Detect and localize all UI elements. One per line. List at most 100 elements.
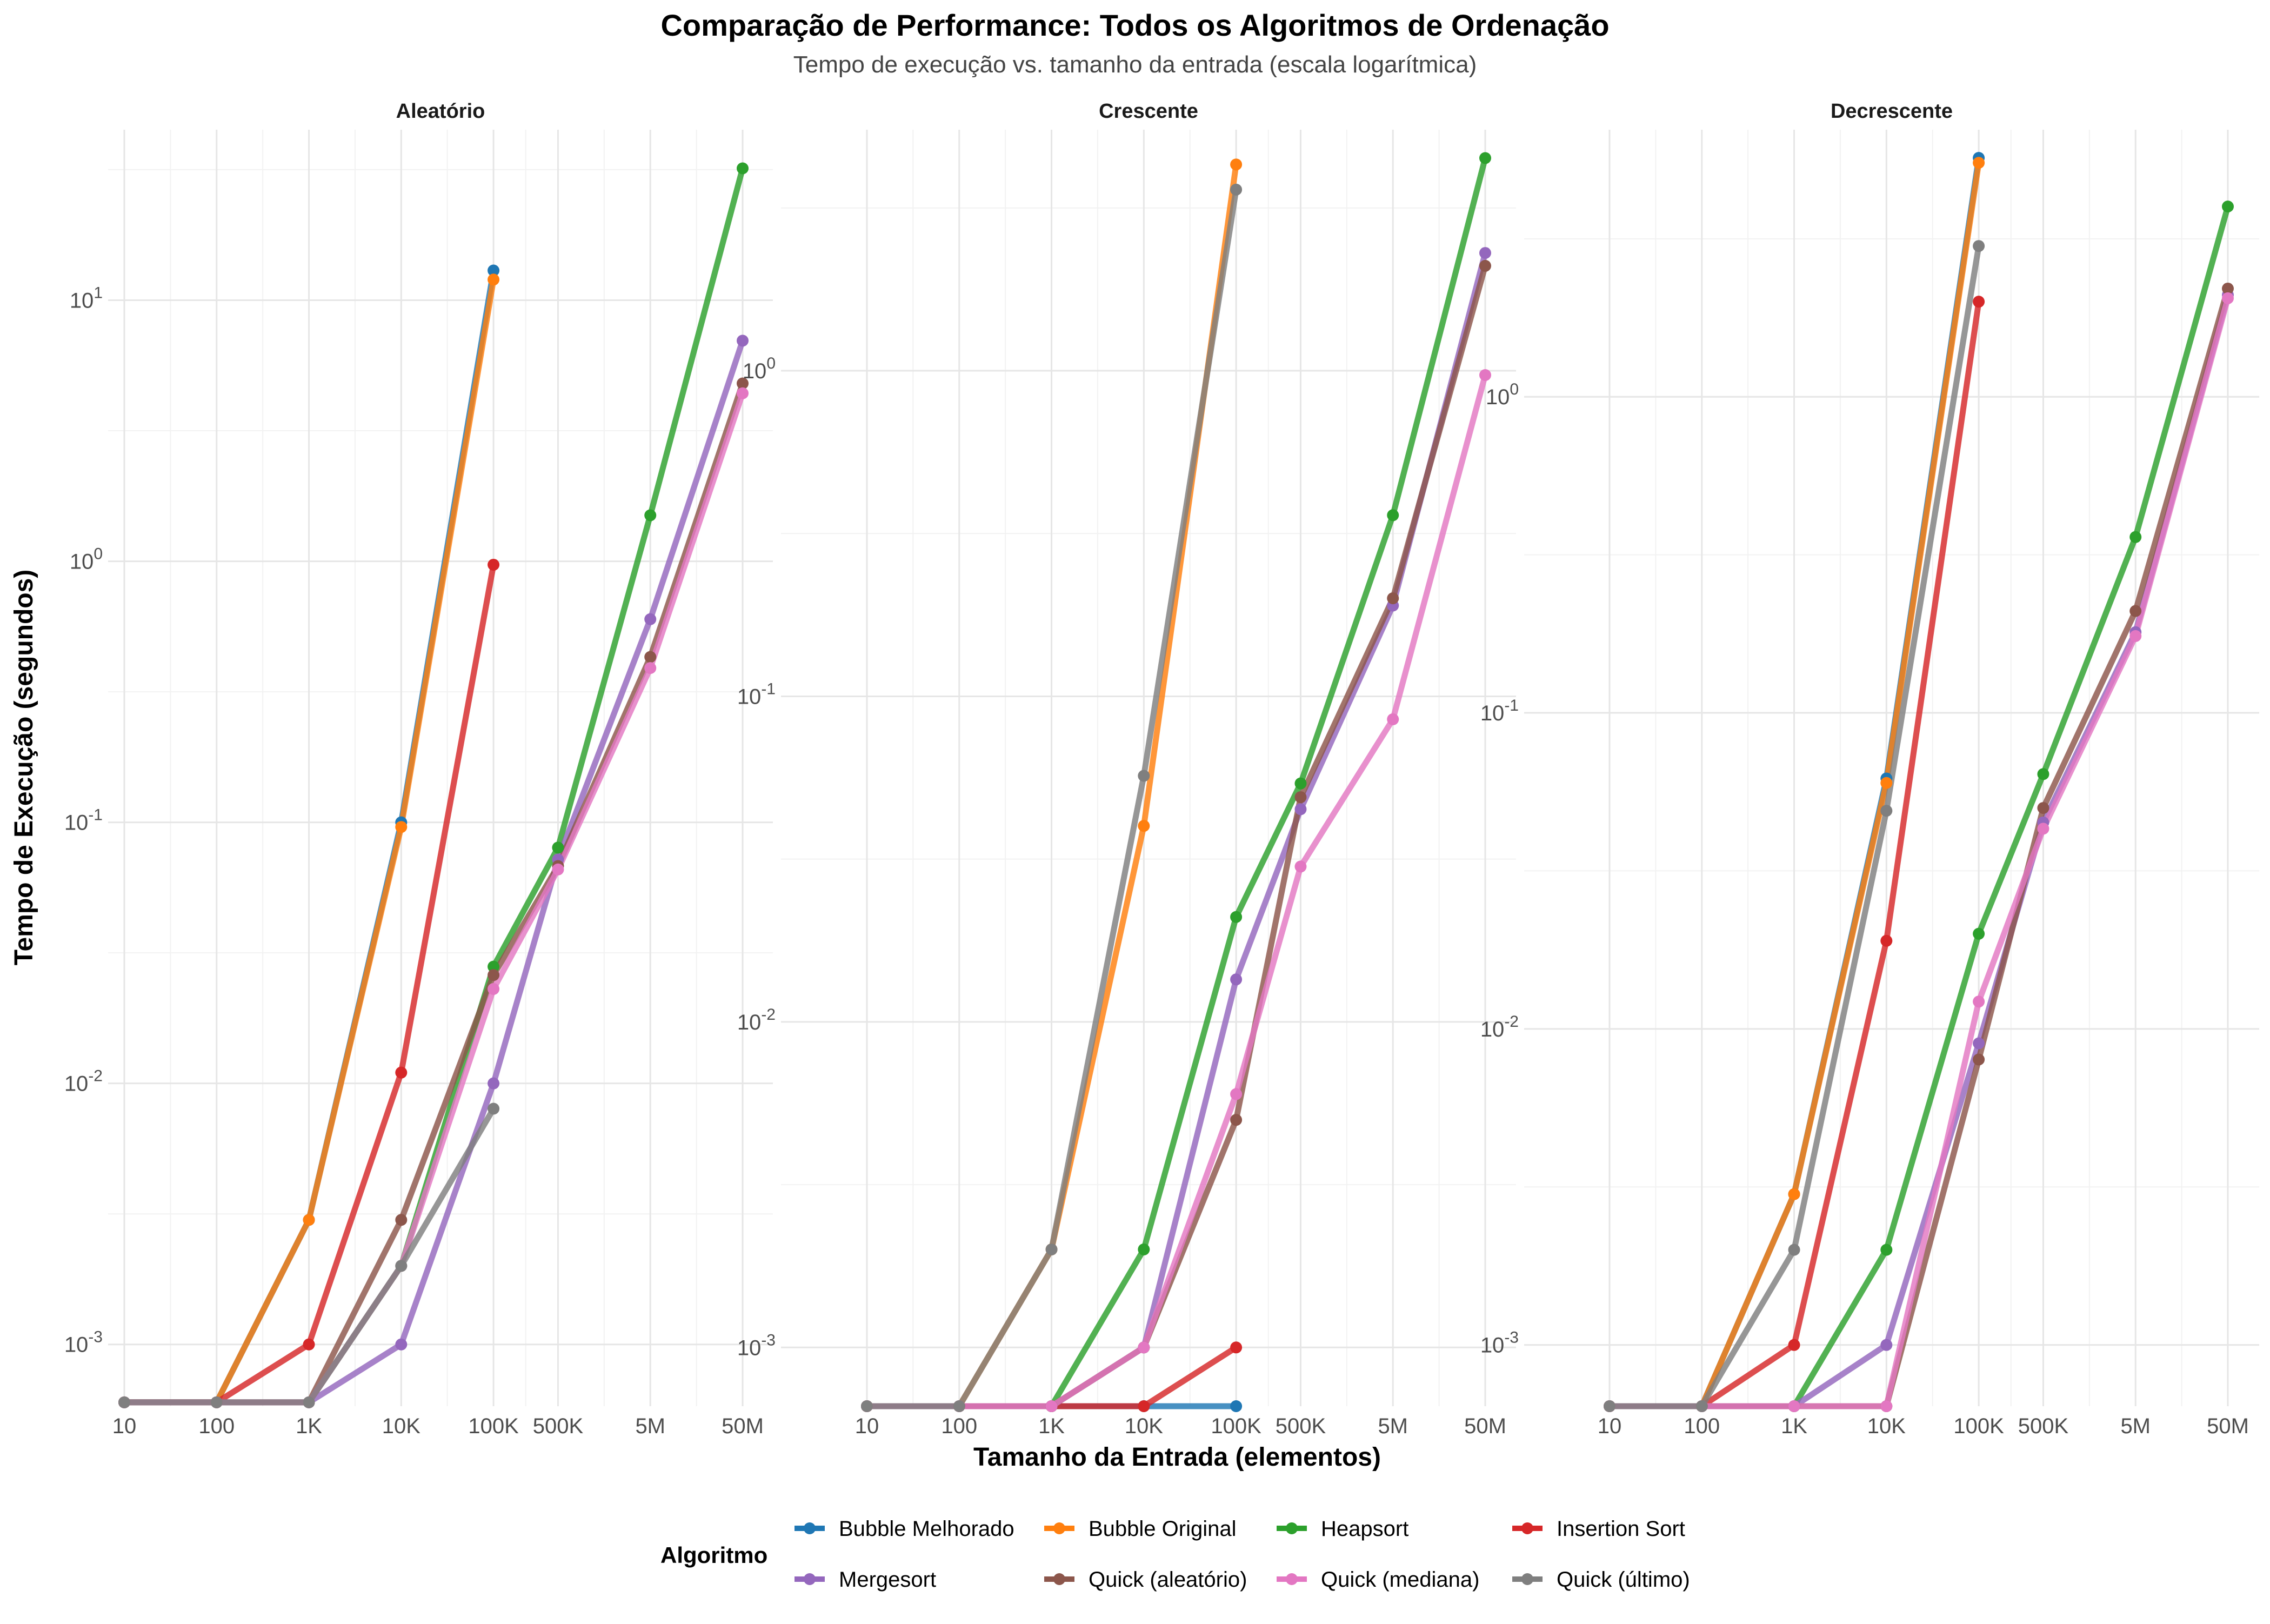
y-tick-label: 10-1 — [64, 806, 103, 835]
legend-marker-quick-aleatorio — [1053, 1573, 1065, 1585]
data-point-heapsort — [2037, 768, 2049, 780]
data-point-quick-ultimo — [1604, 1400, 1615, 1412]
data-point-quick-mediana — [1387, 713, 1399, 725]
data-point-heapsort — [1294, 777, 1307, 790]
data-point-quick-mediana — [2129, 630, 2142, 642]
legend-item-bubble-melhorado: Bubble Melhorado — [794, 1517, 1014, 1541]
data-point-quick-aleatorio — [1973, 1053, 1985, 1066]
data-point-mergesort — [1880, 1339, 1893, 1351]
x-tick-label: 50M — [1464, 1414, 1506, 1438]
legend-label-insertion-sort: Insertion Sort — [1557, 1517, 1685, 1541]
legend-label-quick-mediana: Quick (mediana) — [1321, 1568, 1479, 1592]
x-tick-label: 500K — [1276, 1414, 1326, 1438]
data-point-quick-aleatorio — [737, 377, 749, 390]
data-point-quick-aleatorio — [2222, 282, 2234, 295]
data-point-quick-mediana — [552, 863, 564, 876]
data-point-bubble-melhorado — [488, 264, 500, 277]
data-point-quick-ultimo — [861, 1400, 873, 1412]
x-tick-label: 10K — [382, 1414, 420, 1438]
x-tick-label: 50M — [2207, 1414, 2249, 1438]
legend-marker-heapsort — [1286, 1522, 1298, 1534]
data-point-quick-mediana — [737, 387, 749, 399]
data-point-mergesort — [1973, 1037, 1985, 1050]
legend-marker-mergesort — [804, 1573, 816, 1585]
y-tick-label: 10-2 — [64, 1067, 103, 1096]
y-tick-label: 10-3 — [64, 1328, 103, 1357]
data-point-insertion-sort — [1880, 934, 1893, 947]
legend: Bubble Melhorado Bubble Original Heapsort I… — [794, 1517, 1690, 1592]
data-point-insertion-sort — [395, 1066, 408, 1079]
data-point-heapsort — [2129, 531, 2142, 543]
data-point-quick-aleatorio — [395, 1214, 408, 1226]
data-point-quick-mediana — [1479, 369, 1491, 381]
x-axis-title: Tamanho da Entrada (elementos) — [973, 1443, 1381, 1472]
data-point-mergesort — [1479, 247, 1491, 259]
data-point-mergesort — [737, 335, 749, 347]
data-point-heapsort — [488, 960, 500, 973]
chart-title: Comparação de Performance: Todos os Algo… — [660, 8, 1609, 42]
data-point-bubble-original — [488, 273, 500, 286]
data-point-quick-mediana — [1294, 860, 1307, 873]
panel-title-aleatorio: Aleatório — [396, 100, 485, 123]
data-point-heapsort — [644, 509, 657, 522]
data-point-quick-aleatorio — [644, 651, 657, 663]
data-point-heapsort — [552, 841, 564, 854]
data-point-heapsort — [2222, 201, 2234, 213]
legend-title: Algoritmo — [660, 1542, 767, 1568]
legend-marker-bubble-original — [1053, 1522, 1065, 1534]
data-point-quick-ultimo — [395, 1260, 408, 1272]
y-tick-label: 10-2 — [1480, 1013, 1519, 1041]
data-point-insertion-sort — [303, 1338, 315, 1351]
x-tick-label: 500K — [533, 1414, 584, 1438]
legend-item-quick-mediana: Quick (mediana) — [1277, 1568, 1479, 1592]
x-tick-label: 100 — [941, 1414, 977, 1438]
data-point-quick-ultimo — [488, 1102, 500, 1115]
x-tick-label: 100K — [1953, 1414, 2004, 1438]
data-point-bubble-melhorado — [1230, 1400, 1243, 1412]
y-tick-label: 101 — [70, 284, 103, 313]
data-point-quick-aleatorio — [1479, 259, 1491, 272]
x-tick-label: 500K — [2018, 1414, 2069, 1438]
y-tick-label: 10-3 — [737, 1331, 776, 1360]
data-point-bubble-original — [395, 821, 408, 833]
x-tick-label: 5M — [1378, 1414, 1408, 1438]
data-point-heapsort — [1387, 509, 1399, 522]
data-point-quick-mediana — [1045, 1400, 1058, 1412]
x-tick-label: 100K — [468, 1414, 519, 1438]
data-point-quick-ultimo — [1973, 240, 1985, 252]
y-tick-label: 10-3 — [1480, 1329, 1519, 1358]
data-point-quick-aleatorio — [1230, 1114, 1243, 1126]
x-tick-label: 1K — [1781, 1414, 1807, 1438]
panel-decrescente: Decrescente 10-3 10-2 10-1 100 10 100 1K 10K 100K… — [1480, 100, 2259, 1438]
y-tick-label: 10-2 — [737, 1006, 776, 1034]
data-point-mergesort — [644, 613, 657, 625]
data-point-quick-ultimo — [1880, 805, 1893, 817]
legend-label-quick-aleatorio: Quick (aleatório) — [1089, 1568, 1247, 1592]
data-point-quick-aleatorio — [1387, 592, 1399, 605]
legend-marker-bubble-melhorado — [804, 1522, 816, 1534]
data-point-quick-ultimo — [303, 1396, 315, 1408]
legend-item-heapsort: Heapsort — [1277, 1517, 1408, 1541]
legend-item-insertion-sort: Insertion Sort — [1512, 1517, 1685, 1541]
y-axis-title: Tempo de Execução (segundos) — [10, 570, 38, 966]
legend-marker-quick-ultimo — [1521, 1573, 1533, 1585]
data-point-quick-aleatorio — [488, 969, 500, 981]
data-point-heapsort — [1479, 152, 1491, 164]
data-point-quick-mediana — [2222, 292, 2234, 304]
x-tick-label: 100 — [1684, 1414, 1720, 1438]
panel-aleatorio: Aleatório 10-3 10-2 10-1 100 101 10 100 1K 10K 100… — [64, 100, 773, 1438]
series-line-quick-mediana — [1606, 295, 2231, 1409]
y-tick-label: 100 — [1486, 380, 1519, 409]
data-point-quick-ultimo — [210, 1396, 223, 1408]
data-point-insertion-sort — [1138, 1400, 1150, 1412]
legend-marker-quick-mediana — [1286, 1573, 1298, 1585]
panel-crescente: Crescente 10-3 10-2 10-1 100 10 100 1K 10K 100K 50… — [737, 100, 1516, 1438]
data-point-quick-ultimo — [1138, 770, 1150, 782]
legend-item-mergesort: Mergesort — [794, 1568, 936, 1592]
data-point-quick-ultimo — [1045, 1243, 1058, 1255]
data-point-quick-aleatorio — [2129, 605, 2142, 617]
legend-item-bubble-original: Bubble Original — [1044, 1517, 1237, 1541]
panel-title-decrescente: Decrescente — [1831, 100, 1953, 123]
legend-label-quick-ultimo: Quick (último) — [1557, 1568, 1690, 1592]
